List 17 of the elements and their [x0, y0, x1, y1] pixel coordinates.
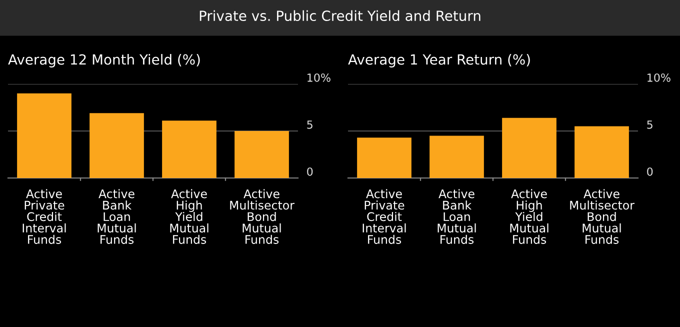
y-tick-label: 0: [647, 167, 653, 176]
y-tick-label: 10%: [648, 73, 670, 82]
y-tick-label: 5: [647, 120, 652, 129]
y-tick-label: 0: [307, 167, 313, 176]
x-tick-label: Active Multisector Bond Mutual Funds: [570, 189, 634, 244]
y-tick-label: 10%: [308, 73, 330, 82]
text: Private vs. Public Credit Yield and Return: [200, 10, 480, 22]
chart-title: Average 12 Month Yield (%): [8, 54, 200, 68]
x-tick-label: Active High Yield Mutual Funds: [510, 189, 548, 244]
x-tick-label: Active Multisector Bond Mutual Funds: [230, 189, 294, 244]
x-tick-label: Active Bank Loan Mutual Funds: [98, 189, 136, 244]
chart-title: Average 1 Year Return (%): [348, 54, 530, 68]
y-tick-label: 5: [307, 120, 312, 129]
x-tick-label: Active Private Credit Interval Funds: [22, 189, 66, 244]
x-tick-label: Active High Yield Mutual Funds: [170, 189, 208, 244]
x-tick-label: Active Private Credit Interval Funds: [362, 189, 406, 244]
x-tick-label: Active Bank Loan Mutual Funds: [438, 189, 476, 244]
